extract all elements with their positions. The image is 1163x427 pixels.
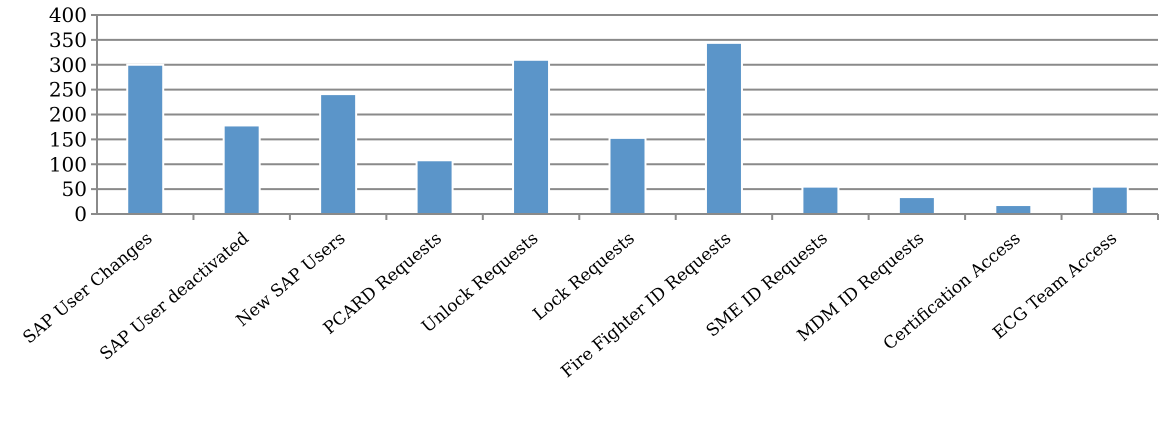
bar (1090, 185, 1129, 215)
bar (801, 185, 840, 215)
bar (319, 93, 358, 215)
bar (512, 58, 551, 216)
bar (704, 41, 743, 215)
x-category-label: Fire Fighter ID Requests (558, 229, 736, 383)
y-tick-label: 50 (62, 177, 87, 201)
axes (91, 14, 1159, 220)
y-tick-label: 200 (49, 103, 87, 127)
x-category-label: Lock Requests (529, 229, 638, 325)
bar (415, 159, 454, 216)
y-tick-label: 150 (49, 127, 87, 151)
y-tick-label: 350 (49, 28, 87, 52)
bars (126, 41, 1129, 216)
y-tick-label: 250 (49, 78, 87, 102)
bar (994, 204, 1033, 215)
bar (897, 196, 936, 216)
bar (126, 63, 165, 215)
y-tick-label: 300 (49, 53, 87, 77)
y-tick-label: 100 (49, 152, 87, 176)
y-tick-label: 0 (74, 202, 87, 226)
bar (608, 136, 647, 216)
y-tick-label: 400 (49, 3, 87, 27)
bar (222, 124, 261, 215)
